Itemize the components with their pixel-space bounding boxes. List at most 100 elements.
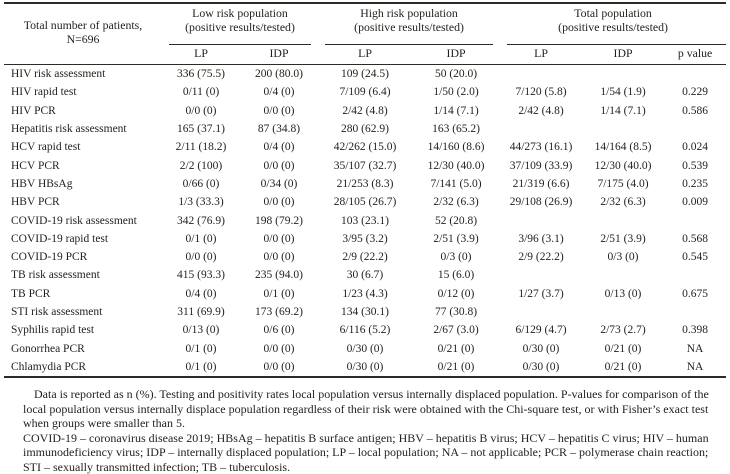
cell: 165 (37.1) [177,123,225,136]
cell: 0.675 [682,287,708,300]
cell: 7/120 (5.8) [515,86,567,99]
cell: 163 (65.2) [432,123,480,136]
row-label: HCV rapid test [11,141,81,154]
cell: 0/4 (0) [263,141,295,154]
cell [664,211,726,229]
table-row: TB risk assessment 415 (93.3) 235 (94.0) 30… [4,266,726,284]
row-label: HCV PCR [11,159,60,172]
cell: 28/105 (26.7) [333,196,397,209]
cell: 35/107 (32.7) [333,159,397,172]
row-label: Gonorrhea PCR [11,342,85,355]
table-row: COVID-19 rapid test 0/1 (0) 0/0 (0) 3/95 (3… [4,230,726,248]
cell [582,211,664,229]
cell: 2/9 (22.2) [342,251,388,264]
cell: 200 (80.0) [255,68,303,81]
table-row: COVID-19 PCR 0/0 (0) 0/0 (0) 2/9 (22.2) 0/3 … [4,248,726,266]
subheader-p-value: p value [664,45,727,65]
row-label: TB PCR [11,287,51,300]
cell: 2/51 (3.9) [433,232,479,245]
row-label: HBV PCR [11,196,60,209]
cell: 52 (20.8) [434,214,478,227]
table-row: TB PCR 0/4 (0) 0/1 (0) 1/23 (4.3) 0/12 (0) 1/… [4,285,726,303]
subheader-lp-total: LP [500,45,583,65]
row-label: HIV risk assessment [11,68,106,81]
cell: 0.586 [682,104,708,117]
table-row: Gonorrhea PCR 0/1 (0) 0/0 (0) 0/30 (0) 0/21 … [4,339,726,357]
results-table: Total number of patients, N=696 Low risk… [4,2,727,379]
cell: 7/175 (4.0) [597,177,649,190]
row-label: Chlamydia PCR [4,357,162,379]
cell: 2/32 (6.3) [433,196,479,209]
cell: 37/109 (33.9) [509,159,573,172]
cell: 134 (30.1) [341,306,389,318]
cell: 0/4 (0) [263,86,295,99]
cell: 2/51 (3.9) [600,232,646,245]
cell: 30 (6.7) [346,269,384,282]
group-subtitle: (positive results/tested) [185,19,295,34]
cell: 109 (24.5) [341,68,389,81]
cell: 0.568 [682,232,708,245]
table-row: HCV rapid test 2/11 (18.2) 0/4 (0) 42/262 (… [4,138,726,156]
subheader-idp-low: IDP [240,45,319,65]
cell: 2/67 (3.0) [433,324,479,337]
cell: 77 (30.8) [434,306,478,318]
group-header-total: Total population (positive results/teste… [500,3,727,45]
cell: 0/66 (0) [182,177,220,190]
cell: 21/319 (6.6) [512,177,570,190]
group-header-row: Total number of patients, N=696 Low risk… [4,3,727,65]
cell: 2/11 (18.2) [175,141,227,154]
row-label: Syphilis rapid test [11,324,95,337]
row-label: HIV rapid test [11,86,77,99]
cell: 0/21 (0) [412,357,501,379]
row-label: TB risk assessment [11,269,100,282]
cell: 2/42 (4.8) [518,104,564,117]
table-row: HBV PCR 1/3 (33.3) 0/0 (0) 28/105 (26.7) 2/3… [4,193,726,211]
cell: 0/30 (0) [500,357,583,379]
cell: 173 (69.2) [255,306,303,318]
table-row: HIV risk assessment 336 (75.5) 200 (80.0) 1… [4,65,726,84]
cell: 6/116 (5.2) [339,324,391,337]
cell: 2/42 (4.8) [342,104,388,117]
cell: 0/11 (0) [182,86,220,99]
cell [664,120,726,138]
cell: 1/3 (33.3) [178,196,224,209]
cell [582,266,664,284]
cell: 0/0 (0) [185,104,217,117]
row-label: STI risk assessment [11,306,103,318]
cell: 0/0 (0) [263,251,295,264]
group-title: High risk population [360,6,458,20]
cell: 3/95 (3.2) [342,232,388,245]
cell: 0/1 (0) [185,342,217,355]
cell [500,211,582,229]
cell: 198 (79.2) [255,214,303,227]
cell: NA [664,357,727,379]
cell: 21/253 (8.3) [336,177,394,190]
cell [582,303,664,321]
cell: 0/0 (0) [240,357,319,379]
footnotes: Data is reported as n (%). Testing and p… [23,387,715,474]
cell: 0/0 (0) [263,232,295,245]
group-header-high-risk: High risk population (positive results/t… [318,3,500,45]
sub-header-row: LP IDP LP IDP LP IDP p value [4,45,727,65]
cell [500,120,582,138]
cell: 87 (34.8) [257,123,301,136]
cell: 2/32 (6.3) [600,196,646,209]
corner-header-line1: Total number of patients, [23,17,143,32]
table-row: Chlamydia PCR 0/1 (0) 0/0 (0) 0/30 (0) 0/21 … [4,357,727,379]
group-subtitle: (positive results/tested) [558,19,668,34]
corner-header: Total number of patients, N=696 [4,3,162,65]
row-label: HBV HBsAg [11,177,73,190]
cell: 2/73 (2.7) [600,324,646,337]
cell [500,303,582,321]
cell: 0/21 (0) [604,342,642,355]
cell: 50 (20.0) [434,68,478,81]
cell: 0.009 [682,196,708,209]
cell [664,303,726,321]
cell: 3/96 (3.1) [518,232,564,245]
cell: 0/12 (0) [437,287,475,300]
cell: 1/54 (1.9) [600,86,646,99]
cell: 0.398 [682,324,708,337]
corner-header-line2: N=696 [66,31,100,46]
cell: 12/30 (40.0) [594,159,652,172]
cell: NA [686,342,704,355]
